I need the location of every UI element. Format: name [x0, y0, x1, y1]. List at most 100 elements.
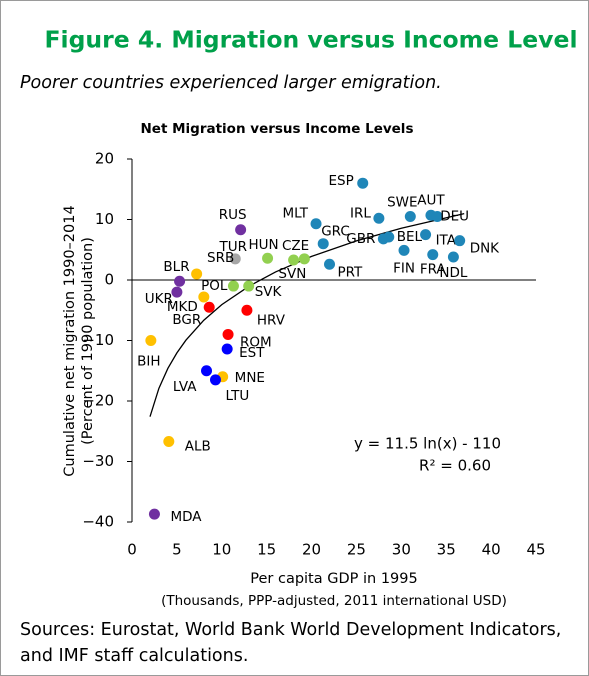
- point-label: HUN: [248, 237, 278, 253]
- point-label: ROM: [240, 334, 272, 350]
- point: [262, 252, 274, 264]
- point: [447, 251, 459, 263]
- point-label: MDA: [170, 509, 202, 525]
- point-label: FRA: [420, 262, 447, 278]
- point-label: AUT: [417, 192, 445, 208]
- point: [288, 254, 300, 266]
- point-label: RUS: [219, 207, 247, 223]
- point: [209, 374, 221, 386]
- point-label: MLT: [282, 206, 308, 222]
- point-label: CZE: [282, 238, 309, 254]
- point-label: GRC: [321, 224, 350, 240]
- fit-annotation: R² = 0.60: [419, 457, 491, 475]
- point: [241, 304, 253, 316]
- point: [357, 177, 369, 189]
- point-label: SRB: [207, 250, 234, 266]
- point: [148, 508, 160, 520]
- point: [383, 231, 395, 243]
- point-label: EST: [239, 345, 265, 361]
- point-label: LVA: [173, 379, 197, 395]
- point-label: FIN: [393, 260, 415, 276]
- point: [373, 212, 385, 224]
- point-label: ALB: [185, 439, 211, 455]
- point: [398, 244, 410, 256]
- point: [243, 280, 255, 292]
- point: [191, 268, 203, 280]
- figure-title: Figure 4. Migration versus Income Level: [45, 26, 578, 54]
- point-label: SVK: [255, 284, 283, 300]
- point-label: BLR: [163, 259, 189, 275]
- subtitle: Poorer countries experienced larger emig…: [20, 73, 442, 93]
- trendline: [149, 212, 465, 417]
- y-tick-label: −40: [82, 513, 114, 531]
- point-label: MNE: [235, 370, 265, 386]
- y-tick-label: 20: [95, 150, 114, 168]
- point: [454, 235, 466, 247]
- point: [171, 286, 183, 298]
- y-axis-label-line: Cumulative net migration 1990–2014: [62, 205, 78, 476]
- point-label: DEU: [440, 208, 469, 224]
- point-label: HRV: [257, 312, 286, 328]
- point-label: SVN: [278, 266, 306, 282]
- y-axis-label: Cumulative net migration 1990–2014 (Perce…: [62, 205, 96, 476]
- point-label: IRL: [350, 205, 371, 221]
- point-label: UKR: [145, 291, 173, 307]
- point: [163, 436, 175, 448]
- point-label: BEL: [397, 229, 423, 245]
- y-axis-label-line: (Percent of 1990 population): [80, 237, 96, 445]
- chart-title: Net Migration versus Income Levels: [141, 121, 414, 137]
- point-label: POL: [201, 278, 228, 294]
- point-label: TUR: [218, 239, 247, 255]
- y-tick-label: −20: [82, 392, 114, 410]
- x-tick-label: 20: [302, 541, 321, 559]
- point-label: SWE: [387, 194, 417, 210]
- point: [404, 210, 416, 222]
- x-tick-label: 5: [172, 541, 182, 559]
- point: [221, 343, 233, 355]
- point-label: GBR: [346, 231, 375, 247]
- point-label: ITA: [436, 233, 457, 249]
- point: [227, 280, 239, 292]
- point: [203, 301, 215, 313]
- point: [222, 328, 234, 340]
- point: [198, 291, 210, 303]
- fit-annotation: y = 11.5 ln(x) - 110: [354, 435, 501, 453]
- point: [235, 224, 247, 236]
- point: [420, 229, 432, 241]
- point-label: BGR: [172, 312, 201, 328]
- y-tick-label: 0: [104, 271, 114, 289]
- point: [174, 275, 186, 287]
- point-label: LTU: [225, 388, 249, 404]
- point: [201, 365, 213, 377]
- point: [317, 238, 329, 250]
- x-tick-label: 35: [437, 541, 456, 559]
- x-tick-label: 10: [212, 541, 231, 559]
- point-label: PRT: [338, 264, 364, 280]
- point: [427, 249, 439, 261]
- x-tick-label: 25: [347, 541, 366, 559]
- x-tick-label: 15: [257, 541, 276, 559]
- x-tick-label: 40: [482, 541, 501, 559]
- y-tick-label: −30: [82, 452, 114, 470]
- point: [310, 218, 322, 230]
- point: [324, 258, 336, 270]
- point-label: ESP: [328, 173, 353, 189]
- x-tick-label: 45: [526, 541, 545, 559]
- x-axis-label-line: Per capita GDP in 1995: [250, 571, 417, 587]
- point-label: MKD: [167, 299, 198, 315]
- sources: Sources: Eurostat, World Bank World Deve…: [20, 620, 562, 666]
- x-tick-label: 30: [392, 541, 411, 559]
- point-label: DNK: [470, 241, 500, 257]
- x-tick-label: 0: [127, 541, 137, 559]
- point-label: NDL: [439, 265, 467, 281]
- point-label: BIH: [137, 354, 160, 370]
- x-axis-label-line: (Thousands, PPP-adjusted, 2011 internati…: [161, 593, 507, 609]
- point: [145, 335, 157, 346]
- point: [431, 210, 443, 222]
- point: [298, 253, 310, 265]
- y-tick-label: −10: [82, 331, 114, 349]
- point: [229, 253, 241, 265]
- y-tick-label: 10: [95, 210, 114, 228]
- chart: Figure 4. Migration versus Income Level …: [20, 26, 578, 610]
